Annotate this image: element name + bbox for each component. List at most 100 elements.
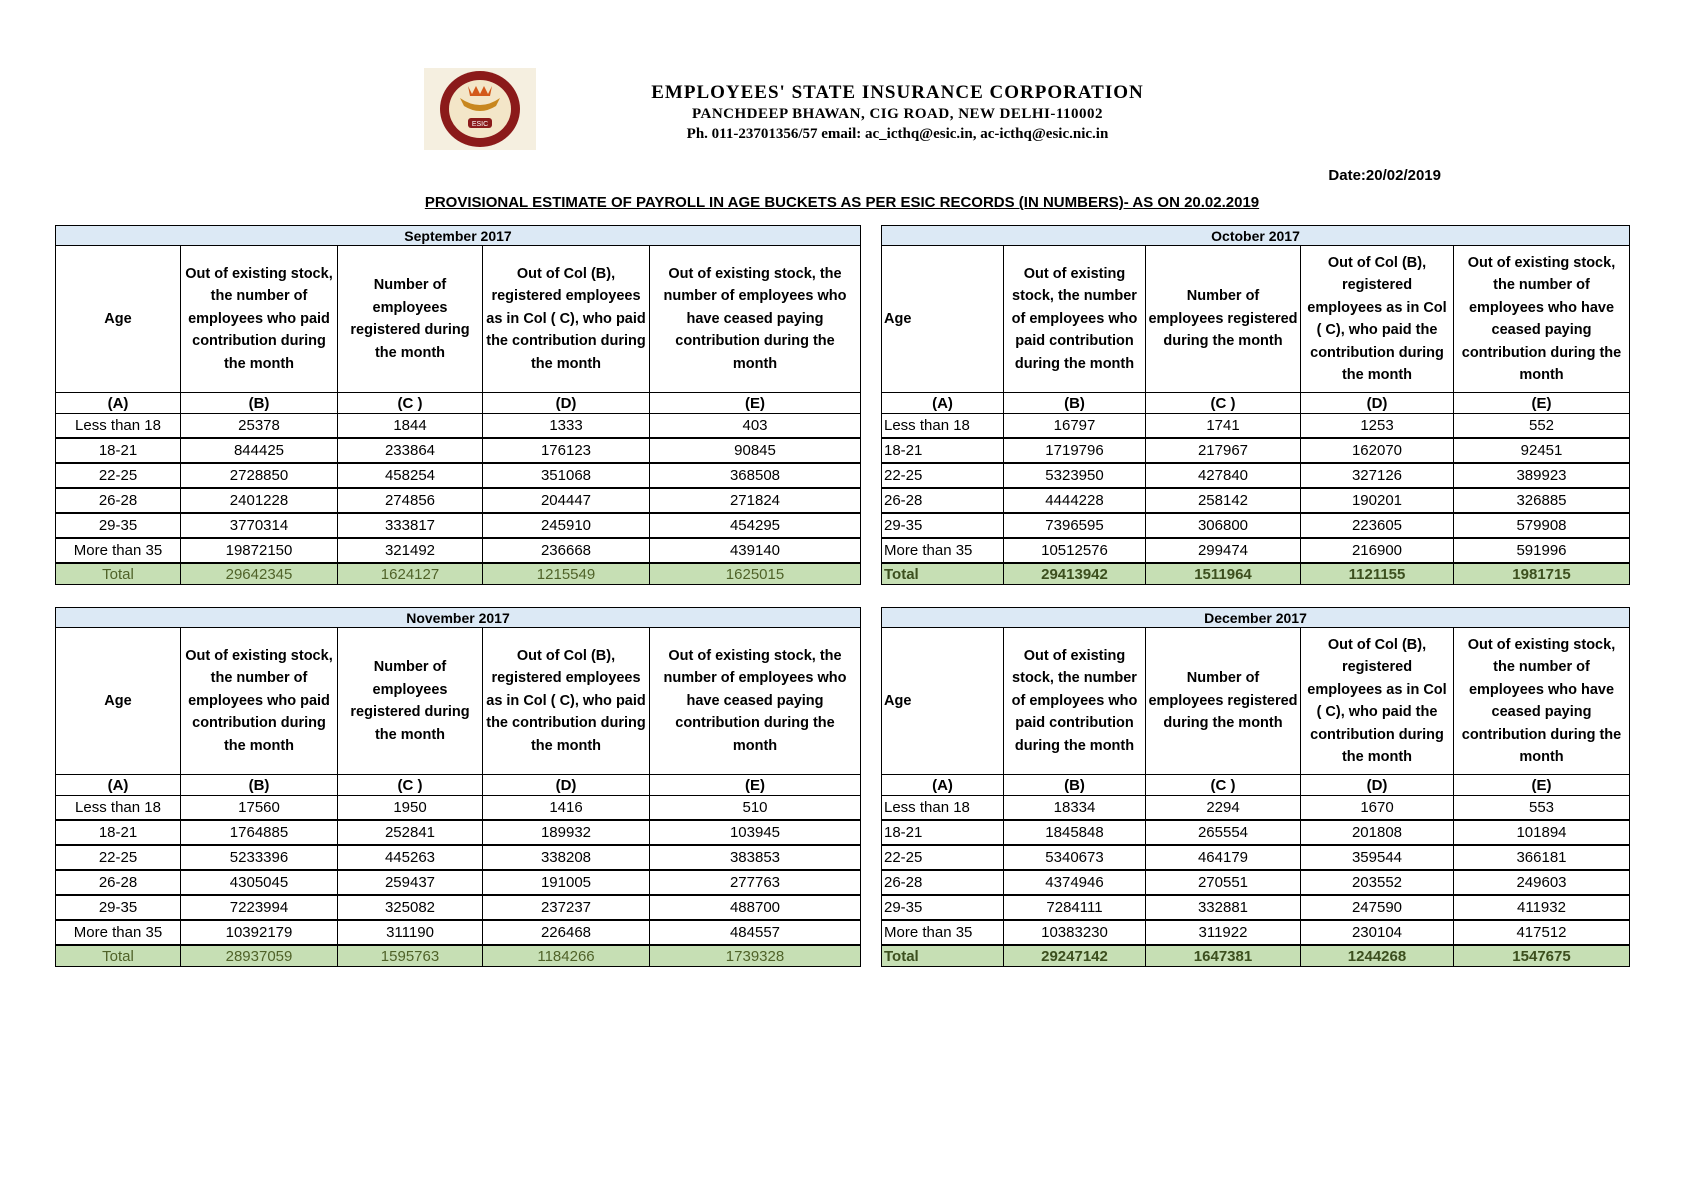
table-cell: 103945: [649, 819, 861, 846]
column-header: Out of existing stock, the number of emp…: [1453, 627, 1630, 775]
table-cell: 403: [649, 413, 861, 439]
table-cell: 226468: [482, 919, 650, 946]
table-cell: 245910: [482, 512, 650, 539]
table-row: 29-35 3770314 333817 245910 454295: [55, 512, 861, 539]
age-bucket: Less than 18: [881, 795, 1004, 821]
table-cell: 2294: [1145, 795, 1301, 821]
total-cell: 1739328: [649, 944, 861, 967]
table-cell: 366181: [1453, 844, 1630, 871]
table-cell: 223605: [1300, 512, 1454, 539]
table-cell: 553: [1453, 795, 1630, 821]
age-bucket: 29-35: [881, 894, 1004, 921]
age-bucket: 22-25: [55, 462, 181, 489]
column-letter: (B): [1003, 392, 1146, 414]
table-row: Less than 18 16797 1741 1253 552: [881, 413, 1630, 439]
column-letter: (D): [482, 392, 650, 414]
table-cell: 327126: [1300, 462, 1454, 489]
month-header: September 2017: [55, 225, 861, 246]
table-cell: 417512: [1453, 919, 1630, 946]
table-cell: 1670: [1300, 795, 1454, 821]
age-bucket: 26-28: [55, 869, 181, 896]
table-cell: 311190: [337, 919, 483, 946]
table-cell: 1719796: [1003, 437, 1146, 464]
age-bucket: More than 35: [55, 537, 181, 564]
table-row: 29-35 7223994 325082 237237 488700: [55, 894, 861, 921]
column-header: Out of existing stock, the number of emp…: [649, 245, 861, 393]
column-header: Number of employees registered during th…: [337, 245, 483, 393]
table-cell: 10392179: [180, 919, 338, 946]
table-cell: 311922: [1145, 919, 1301, 946]
table-cell: 411932: [1453, 894, 1630, 921]
table-cell: 237237: [482, 894, 650, 921]
total-cell: 1184266: [482, 944, 650, 967]
column-header: Age: [55, 245, 181, 393]
table-cell: 326885: [1453, 487, 1630, 514]
table-cell: 458254: [337, 462, 483, 489]
table-cell: 368508: [649, 462, 861, 489]
total-cell: 1647381: [1145, 944, 1301, 967]
table-row: 26-28 2401228 274856 204447 271824: [55, 487, 861, 514]
table-row: More than 35 10383230 311922 230104 417512: [881, 919, 1630, 946]
table-cell: 217967: [1145, 437, 1301, 464]
table-cell: 249603: [1453, 869, 1630, 896]
column-letter: (B): [180, 392, 338, 414]
table-cell: 484557: [649, 919, 861, 946]
table-cell: 19872150: [180, 537, 338, 564]
table-row: 18-21 1764885 252841 189932 103945: [55, 819, 861, 846]
column-letter: (A): [55, 774, 181, 796]
table-cell: 1764885: [180, 819, 338, 846]
table-cell: 1333: [482, 413, 650, 439]
table-row: 18-21 844425 233864 176123 90845: [55, 437, 861, 464]
column-letter: (D): [1300, 392, 1454, 414]
total-cell: 29642345: [180, 562, 338, 585]
age-bucket: Less than 18: [55, 413, 181, 439]
table-cell: 270551: [1145, 869, 1301, 896]
table-cell: 359544: [1300, 844, 1454, 871]
column-letter: (B): [1003, 774, 1146, 796]
table-cell: 189932: [482, 819, 650, 846]
table-cell: 190201: [1300, 487, 1454, 514]
table-cell: 332881: [1145, 894, 1301, 921]
column-letter: (C ): [1145, 392, 1301, 414]
column-header: Number of employees registered during th…: [337, 627, 483, 775]
table-cell: 4444228: [1003, 487, 1146, 514]
total-row: Total 29247142 1647381 1244268 1547675: [881, 944, 1630, 967]
total-cell: 1511964: [1145, 562, 1301, 585]
table-cell: 5323950: [1003, 462, 1146, 489]
table-cell: 162070: [1300, 437, 1454, 464]
table-row: 26-28 4305045 259437 191005 277763: [55, 869, 861, 896]
org-contact: Ph. 011-23701356/57 email: ac_icthq@esic…: [686, 126, 1109, 142]
table-row: More than 35 10512576 299474 216900 591996: [881, 537, 1630, 564]
total-row: Total 28937059 1595763 1184266 1739328: [55, 944, 861, 967]
age-bucket: 18-21: [881, 819, 1004, 846]
table-cell: 247590: [1300, 894, 1454, 921]
table-row: More than 35 10392179 311190 226468 484557: [55, 919, 861, 946]
age-bucket: More than 35: [55, 919, 181, 946]
document-title: PROVISIONAL ESTIMATE OF PAYROLL IN AGE B…: [424, 194, 1260, 211]
table-cell: 90845: [649, 437, 861, 464]
column-letter: (C ): [337, 774, 483, 796]
table-cell: 427840: [1145, 462, 1301, 489]
table-cell: 271824: [649, 487, 861, 514]
age-bucket: 26-28: [881, 487, 1004, 514]
table-cell: 325082: [337, 894, 483, 921]
table-row: 18-21 1845848 265554 201808 101894: [881, 819, 1630, 846]
table-cell: 252841: [337, 819, 483, 846]
total-cell: 1625015: [649, 562, 861, 585]
column-letter: (D): [1300, 774, 1454, 796]
age-bucket: Less than 18: [881, 413, 1004, 439]
table-row: 22-25 5323950 427840 327126 389923: [881, 462, 1630, 489]
table-cell: 1741: [1145, 413, 1301, 439]
month-header: November 2017: [55, 607, 861, 628]
total-label: Total: [55, 562, 181, 585]
payroll-table-december-2017: December 2017 Age Out of existing stock, t…: [881, 607, 1630, 967]
total-cell: 28937059: [180, 944, 338, 967]
esic-logo: ESIC: [424, 68, 536, 150]
column-header: Out of existing stock, the number of emp…: [649, 627, 861, 775]
table-cell: 2728850: [180, 462, 338, 489]
svg-text:ESIC: ESIC: [472, 121, 488, 128]
table-cell: 552: [1453, 413, 1630, 439]
table-cell: 1950: [337, 795, 483, 821]
total-row: Total 29413942 1511964 1121155 1981715: [881, 562, 1630, 585]
column-letter: (E): [649, 392, 861, 414]
